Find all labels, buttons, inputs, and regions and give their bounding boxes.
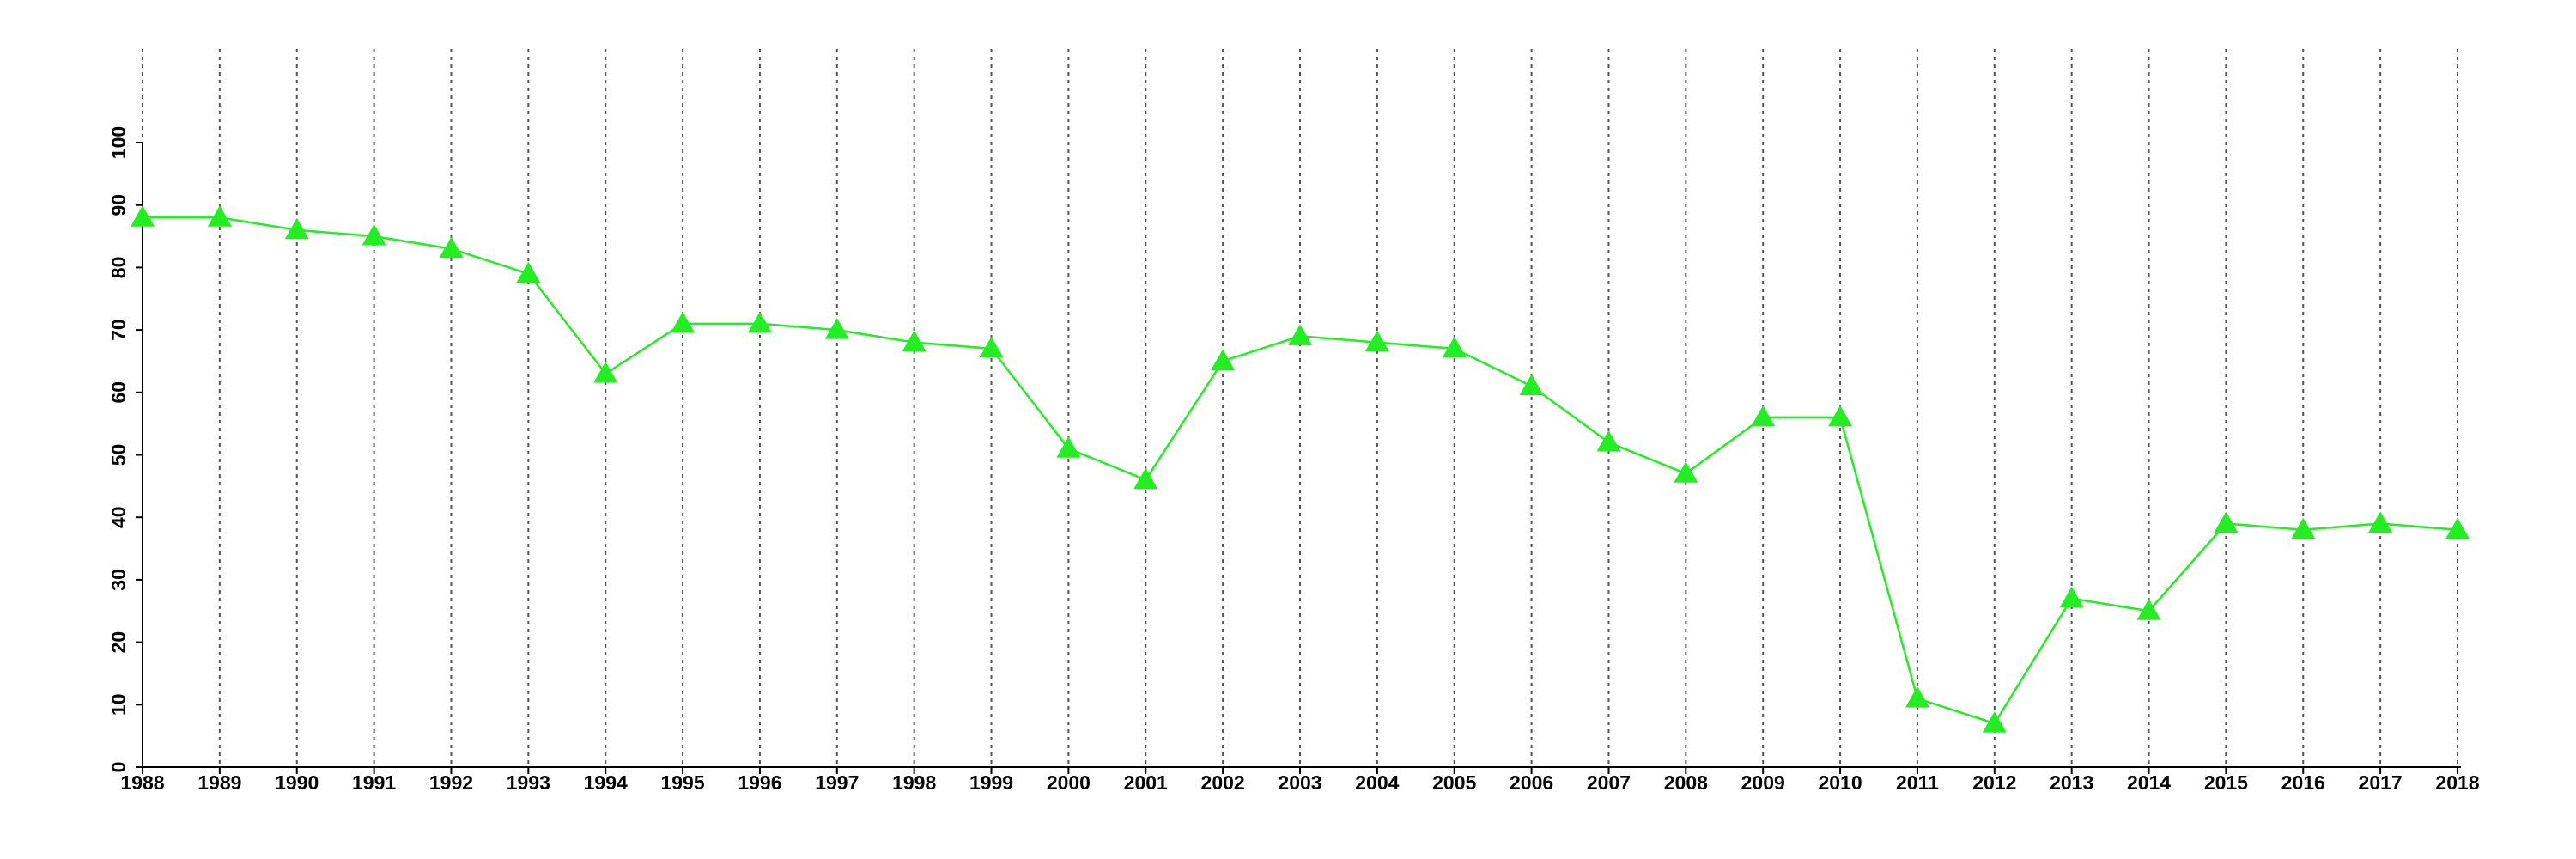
y-tick-label: 90	[107, 194, 130, 216]
marker	[1364, 330, 1389, 352]
marker	[361, 224, 386, 246]
x-tick-label: 1991	[352, 771, 396, 794]
y-tick-label: 70	[107, 319, 130, 341]
y-tick-label: 30	[107, 569, 130, 591]
x-tick-label: 2008	[1664, 771, 1708, 794]
x-tick-label: 1989	[197, 771, 241, 794]
y-tick-label: 50	[107, 444, 130, 466]
marker	[2445, 517, 2470, 539]
x-tick-label: 2016	[2281, 771, 2325, 794]
marker	[516, 261, 541, 283]
y-tick-label: 80	[107, 257, 130, 279]
y-tick-label: 100	[107, 126, 130, 159]
x-tick-label: 2017	[2359, 771, 2403, 794]
y-tick-label: 20	[107, 631, 130, 654]
marker	[2291, 517, 2316, 539]
x-tick-label: 2012	[1972, 771, 2016, 794]
marker	[1905, 686, 1929, 708]
marker	[439, 236, 464, 259]
x-tick-label: 2006	[1510, 771, 1553, 794]
y-tick-label: 40	[107, 506, 130, 528]
x-tick-label: 2005	[1432, 771, 1476, 794]
x-tick-label: 1994	[584, 771, 628, 794]
marker	[1751, 405, 1776, 427]
x-tick-label: 2010	[1818, 771, 1862, 794]
marker	[1133, 467, 1158, 490]
marker	[284, 217, 309, 240]
x-tick-label: 2014	[2127, 771, 2171, 794]
marker	[1211, 349, 1236, 370]
x-tick-label: 1988	[120, 771, 164, 794]
x-tick-label: 2004	[1355, 771, 1399, 794]
x-tick-label: 2013	[2050, 771, 2093, 794]
y-tick-label: 10	[107, 694, 130, 716]
marker	[2136, 599, 2161, 620]
marker	[131, 205, 155, 227]
marker	[902, 330, 927, 352]
marker	[1828, 405, 1853, 427]
x-tick-label: 1997	[815, 771, 859, 794]
x-tick-label: 1992	[429, 771, 473, 794]
x-tick-label: 1999	[969, 771, 1013, 794]
x-tick-label: 1996	[738, 771, 781, 794]
marker	[593, 361, 618, 383]
x-tick-label: 1990	[275, 771, 319, 794]
y-tick-label: 0	[107, 762, 130, 773]
x-tick-label: 2000	[1047, 771, 1091, 794]
x-tick-label: 2018	[2435, 771, 2479, 794]
marker	[1442, 336, 1467, 358]
marker	[1982, 711, 2007, 733]
marker	[747, 311, 772, 333]
x-tick-label: 2007	[1587, 771, 1631, 794]
marker	[2059, 586, 2084, 608]
x-tick-label: 2011	[1896, 771, 1939, 794]
x-tick-label: 2003	[1278, 771, 1321, 794]
marker	[2368, 511, 2393, 533]
marker	[1056, 436, 1081, 458]
x-tick-label: 2009	[1741, 771, 1785, 794]
x-tick-label: 1998	[892, 771, 936, 794]
y-tick-label: 60	[107, 381, 130, 404]
marker	[207, 205, 232, 227]
marker	[1674, 461, 1698, 483]
x-tick-label: 2002	[1201, 771, 1245, 794]
marker	[671, 311, 696, 333]
x-tick-label: 1995	[660, 771, 704, 794]
x-tick-label: 2015	[2204, 771, 2248, 794]
x-tick-label: 1993	[507, 771, 550, 794]
marker	[1519, 374, 1544, 396]
x-tick-label: 2001	[1124, 771, 1168, 794]
marker	[979, 336, 1004, 358]
marker	[2214, 511, 2239, 533]
marker	[1596, 430, 1621, 452]
marker	[1288, 324, 1312, 345]
marker	[824, 318, 849, 339]
